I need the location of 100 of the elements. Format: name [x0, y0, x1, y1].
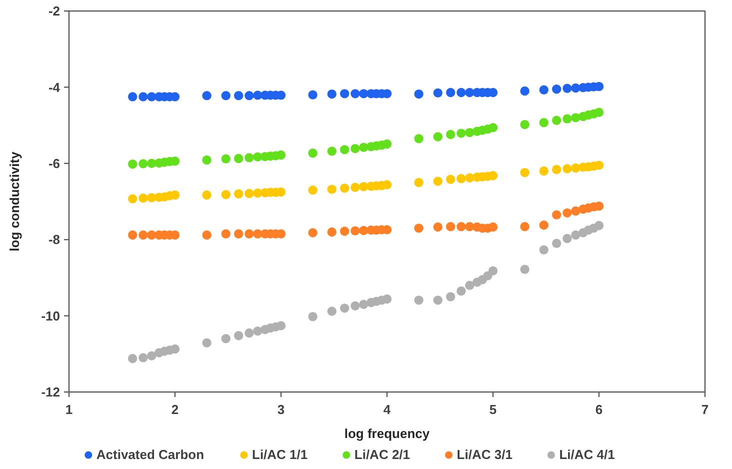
legend-label: Activated Carbon: [96, 447, 204, 462]
point: [456, 174, 466, 184]
point: [594, 220, 604, 230]
point: [138, 92, 148, 102]
x-tick-label: 1: [65, 402, 73, 417]
point: [552, 210, 562, 220]
point: [414, 296, 424, 305]
point: [327, 89, 336, 99]
point: [327, 306, 336, 316]
point: [594, 201, 604, 211]
point: [571, 206, 580, 216]
point: [562, 234, 572, 244]
point: [433, 222, 442, 232]
point: [340, 304, 350, 313]
point: [539, 245, 548, 254]
point: [138, 159, 148, 168]
point: [244, 229, 254, 238]
point: [234, 154, 244, 164]
x-tick-label: 4: [383, 402, 392, 417]
y-tick-label: -6: [48, 156, 60, 171]
point: [253, 326, 262, 336]
point: [350, 89, 360, 98]
point: [138, 230, 148, 240]
point: [488, 222, 498, 232]
point: [446, 130, 456, 140]
point: [382, 139, 392, 149]
point: [202, 190, 212, 200]
point: [308, 185, 318, 195]
point: [170, 190, 180, 200]
point: [446, 292, 456, 302]
point: [244, 90, 254, 100]
point: [433, 88, 442, 98]
point: [552, 84, 562, 94]
legend-label: Li/AC 4/1: [559, 447, 615, 462]
point: [539, 166, 548, 176]
legend-label: Li/AC 1/1: [252, 447, 308, 462]
point: [456, 88, 466, 98]
point: [414, 89, 424, 99]
point: [234, 90, 244, 100]
x-tick-label: 5: [489, 402, 497, 417]
point: [562, 84, 572, 93]
point: [594, 108, 604, 117]
point: [147, 351, 156, 360]
point: [340, 226, 350, 236]
point: [340, 145, 350, 154]
point: [562, 114, 572, 124]
point: [276, 150, 286, 160]
point: [350, 182, 360, 192]
point: [244, 188, 254, 198]
y-tick-label: -10: [41, 308, 60, 324]
point: [308, 90, 318, 100]
point: [221, 334, 230, 344]
point: [276, 321, 286, 330]
point: [350, 226, 360, 236]
y-tick-label: -2: [48, 4, 60, 19]
point: [562, 208, 572, 218]
point: [571, 230, 580, 240]
point: [446, 174, 456, 184]
x-tick-label: 6: [595, 402, 603, 417]
x-tick-label: 7: [701, 402, 709, 417]
point: [170, 344, 180, 354]
point: [520, 222, 530, 232]
point: [308, 312, 318, 322]
point: [128, 354, 138, 364]
point: [221, 190, 230, 200]
point: [433, 176, 442, 186]
point: [327, 146, 336, 156]
point: [446, 222, 456, 232]
point: [221, 90, 230, 100]
point: [456, 286, 466, 296]
y-tick-label: -12: [41, 384, 60, 400]
x-tick-label: 2: [171, 402, 179, 417]
point: [520, 264, 530, 274]
point: [594, 160, 604, 170]
y-tick-label: -4: [48, 80, 61, 95]
point: [327, 227, 336, 237]
y-tick-label: -8: [48, 232, 60, 248]
point: [202, 155, 212, 165]
point: [359, 300, 368, 309]
point: [414, 224, 424, 233]
point: [138, 193, 148, 203]
point: [414, 178, 424, 188]
point: [234, 229, 244, 238]
point: [234, 331, 244, 340]
point: [520, 86, 530, 96]
point: [327, 184, 336, 194]
legend-label: Li/AC 2/1: [354, 447, 410, 462]
point: [350, 144, 360, 154]
point: [202, 230, 212, 240]
point: [520, 120, 530, 130]
point: [202, 90, 212, 100]
point: [221, 229, 230, 238]
point: [488, 171, 498, 180]
point: [308, 148, 318, 158]
point: [138, 353, 148, 362]
point: [539, 118, 548, 128]
point: [562, 164, 572, 174]
point: [456, 128, 466, 138]
point: [308, 228, 318, 238]
point: [128, 194, 138, 204]
